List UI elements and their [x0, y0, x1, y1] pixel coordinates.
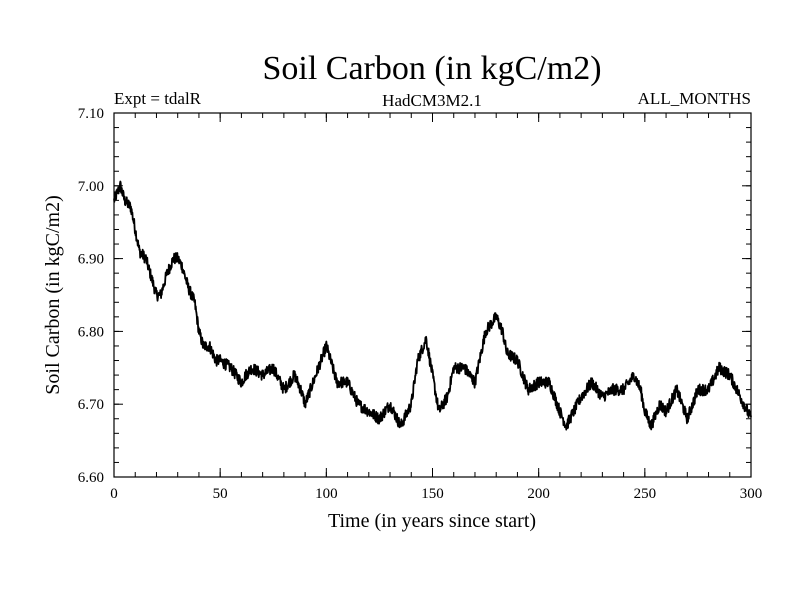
y-axis-ticks: 6.60 6.70 6.80 6.90 7.00 7.10	[78, 106, 751, 486]
y-tick-label: 7.00	[78, 179, 104, 195]
y-tick-label: 6.70	[78, 397, 104, 413]
x-tick-label: 0	[110, 486, 118, 502]
x-axis-ticks: 0 50 100 150 200 250 300	[110, 113, 762, 502]
chart-subtitle-right: ALL_MONTHS	[638, 89, 751, 108]
chart-subtitle-center: HadCM3M2.1	[382, 91, 482, 110]
y-tick-label: 6.90	[78, 252, 104, 268]
plot-frame	[113, 112, 752, 478]
x-tick-label: 200	[527, 486, 550, 502]
x-tick-label: 150	[421, 486, 444, 502]
series-line	[113, 180, 752, 431]
x-tick-label: 100	[315, 486, 338, 502]
y-axis-label: Soil Carbon (in kgC/m2)	[42, 195, 64, 394]
x-tick-label: 250	[634, 486, 657, 502]
chart-subtitle-left: Expt = tdalR	[114, 89, 202, 108]
x-tick-label: 50	[213, 486, 228, 502]
minor-ticks	[113, 112, 752, 478]
y-tick-label: 6.60	[78, 470, 104, 486]
x-tick-label: 300	[740, 486, 763, 502]
chart-title: Soil Carbon (in kgC/m2)	[262, 50, 601, 87]
y-tick-label: 7.10	[78, 106, 104, 122]
y-tick-label: 6.80	[78, 324, 104, 340]
x-axis-label: Time (in years since start)	[328, 510, 536, 532]
